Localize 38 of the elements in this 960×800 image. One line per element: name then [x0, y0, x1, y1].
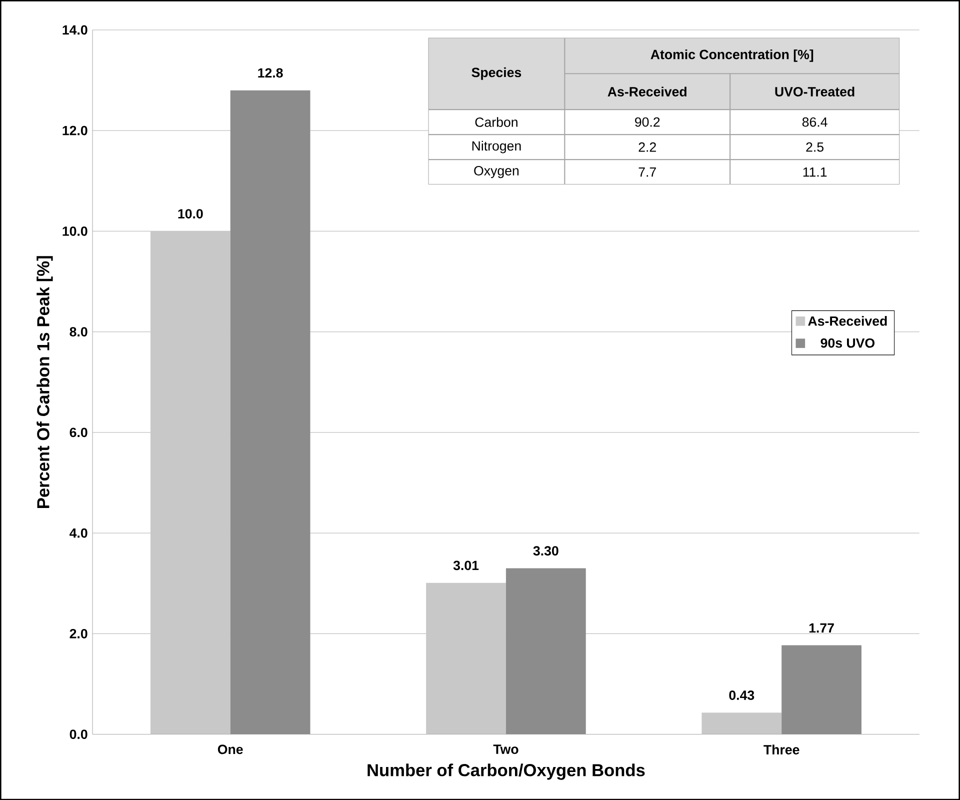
annotation: Nitrogen [472, 140, 521, 154]
y-tick-label: 8.0 [70, 327, 88, 336]
data-label: 1.77 [809, 623, 834, 632]
annotation: Oxygen [474, 166, 519, 178]
bar [506, 568, 586, 734]
x-tick-label: Two [493, 744, 518, 754]
y-axis-title: Percent Of Carbon 1s Peak [%] [36, 256, 53, 508]
y-tick-label: 14.0 [62, 25, 88, 35]
bar [230, 90, 310, 734]
annotation: 11.1 [803, 167, 827, 177]
y-tick-label: 10.0 [62, 226, 88, 236]
annotation: As-Received [608, 86, 686, 96]
data-label: 10.0 [178, 208, 203, 218]
legend-label: 90s UVO [820, 338, 874, 348]
annotation: 86.4 [802, 117, 828, 127]
bar [702, 712, 782, 734]
annotation: Carbon [475, 117, 518, 127]
annotation: 2.2 [638, 142, 656, 152]
annotation: Species [472, 67, 522, 80]
annotation: Atomic Concentration [%] [650, 49, 814, 62]
bar [782, 645, 862, 734]
y-tick-label: 6.0 [70, 428, 88, 438]
y-tick-label: 0.0 [70, 729, 88, 739]
x-tick-label: One [218, 744, 243, 754]
y-tick-label: 4.0 [70, 528, 88, 538]
annotation: UVO-Treated [775, 86, 854, 96]
y-tick-label: 12.0 [62, 126, 88, 136]
data-label: 12.8 [258, 68, 283, 78]
legend-label: As-Received [808, 316, 887, 326]
y-tick-label: 2.0 [70, 628, 88, 638]
x-axis-title: Number of Carbon/Oxygen Bonds [368, 764, 645, 780]
annotation: 90.2 [635, 117, 660, 127]
data-label: 0.43 [729, 690, 754, 700]
annotation: 7.7 [638, 167, 656, 177]
annotation: 2.5 [806, 142, 824, 152]
data-label: 3.30 [533, 546, 558, 556]
x-tick-label: Three [764, 744, 800, 754]
data-label: 3.01 [453, 560, 479, 570]
